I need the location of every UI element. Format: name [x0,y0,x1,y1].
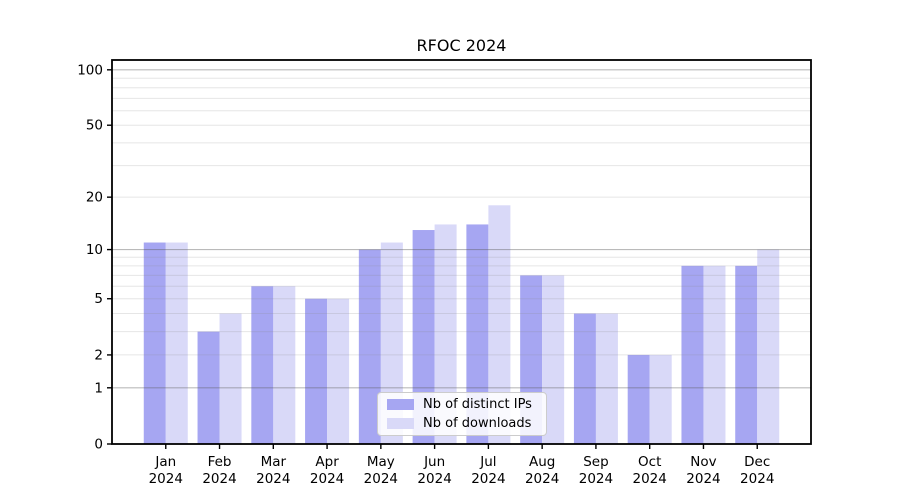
chart-title: RFOC 2024 [416,36,507,55]
legend: Nb of distinct IPs Nb of downloads [377,392,547,436]
bar-distinct-ips-feb [197,331,220,444]
bar-distinct-ips-sep [573,313,596,444]
x-tick-label-apr: Apr 2024 [310,454,344,487]
bar-downloads-jun [434,224,457,444]
y-tick-label-10: 10 [86,242,103,258]
x-tick-label-aug: Aug 2024 [525,454,559,487]
legend-swatch-downloads [387,418,414,429]
legend-item-distinct-ips: Nb of distinct IPs [387,397,537,412]
y-tick-label-20: 20 [86,190,103,206]
bar-downloads-jul [488,205,511,444]
bar-distinct-ips-mar [251,286,274,444]
bar-distinct-ips-apr [305,298,328,444]
x-tick-label-oct: Oct 2024 [633,454,667,487]
bar-downloads-aug [542,275,565,444]
x-tick-label-jun: Jun 2024 [417,454,451,487]
legend-label-downloads: Nb of downloads [423,416,532,431]
x-tick-label-nov: Nov 2024 [686,454,720,487]
legend-swatch-distinct-ips [387,399,414,410]
x-tick-label-dec: Dec 2024 [740,454,774,487]
x-tick-label-mar: Mar 2024 [256,454,290,487]
bar-distinct-ips-jan [143,242,166,444]
y-tick-label-5: 5 [94,291,103,307]
legend-item-downloads: Nb of downloads [387,416,537,431]
bar-distinct-ips-jul [466,224,489,444]
bar-distinct-ips-nov [681,265,704,444]
bar-downloads-dec [757,249,780,444]
x-tick-label-jul: Jul 2024 [471,454,505,487]
legend-label-distinct-ips: Nb of distinct IPs [423,397,532,412]
bar-distinct-ips-may [358,249,381,444]
bar-downloads-oct [649,354,672,444]
bar-downloads-sep [595,313,618,444]
y-tick-label-100: 100 [77,62,103,78]
bar-downloads-jan [165,242,188,444]
x-tick-label-sep: Sep 2024 [579,454,613,487]
bar-distinct-ips-dec [735,265,758,444]
x-tick-label-jan: Jan 2024 [149,454,183,487]
bar-distinct-ips-oct [627,354,650,444]
y-tick-label-2: 2 [94,347,103,363]
y-tick-label-0: 0 [94,437,103,453]
bar-distinct-ips-jun [412,230,435,444]
y-tick-label-1: 1 [94,380,103,396]
axes-frame [111,59,812,445]
x-tick-label-may: May 2024 [364,454,398,487]
bar-downloads-apr [327,298,350,444]
x-tick-label-feb: Feb 2024 [202,454,236,487]
bar-downloads-mar [273,286,296,444]
bar-downloads-feb [219,313,242,444]
bar-downloads-nov [703,265,726,444]
y-tick-label-50: 50 [86,118,103,134]
